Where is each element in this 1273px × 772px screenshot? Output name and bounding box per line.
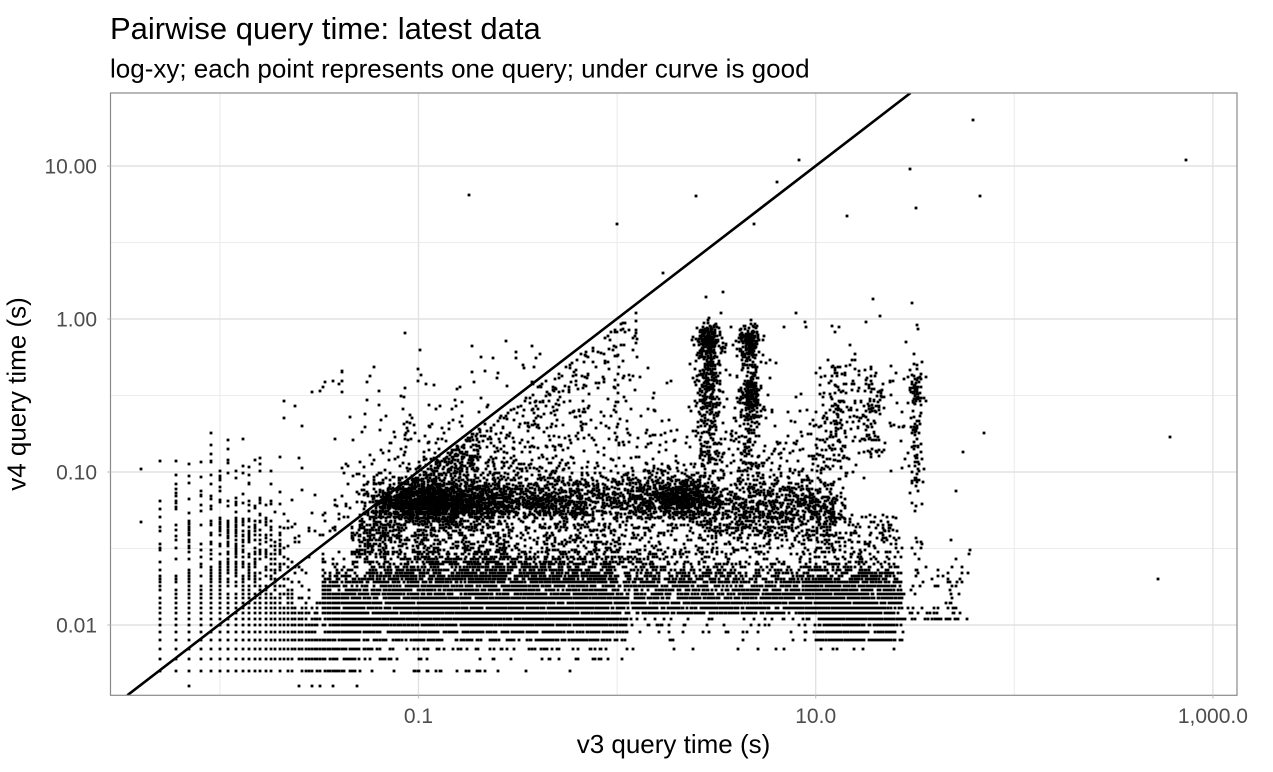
svg-text:0.1: 0.1 <box>404 705 433 728</box>
svg-text:Pairwise query time: latest da: Pairwise query time: latest data <box>110 11 542 46</box>
svg-text:0.10: 0.10 <box>56 462 97 485</box>
svg-text:v4 query time (s): v4 query time (s) <box>2 297 32 491</box>
svg-text:1,000.0: 1,000.0 <box>1178 705 1248 728</box>
svg-text:v3 query time (s): v3 query time (s) <box>577 729 771 759</box>
svg-text:0.01: 0.01 <box>56 615 97 638</box>
svg-text:10.0: 10.0 <box>795 705 836 728</box>
svg-text:1.00: 1.00 <box>56 309 97 332</box>
svg-text:log-xy; each point represents: log-xy; each point represents one query;… <box>110 54 810 84</box>
svg-text:10.00: 10.00 <box>44 156 97 179</box>
